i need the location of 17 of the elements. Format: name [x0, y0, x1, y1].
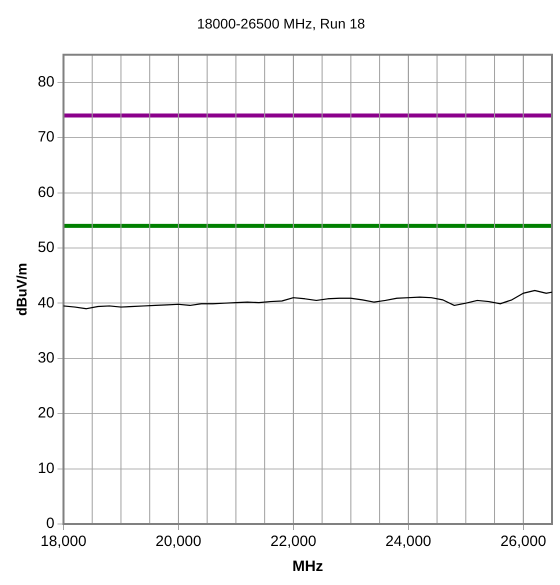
x-tick-label: 20,000	[155, 533, 202, 550]
y-axis-title: dBuV/m	[13, 262, 30, 316]
y-tick-label: 30	[38, 350, 54, 367]
y-tick-label: 0	[46, 515, 54, 532]
y-tick-label: 20	[38, 404, 54, 422]
x-tick-label: 18,000	[40, 533, 86, 550]
y-tick-label: 80	[38, 74, 54, 91]
x-tick-label: 24,000	[385, 533, 432, 550]
y-tick-label: 70	[38, 128, 54, 146]
x-axis-title: MHz	[292, 558, 324, 576]
y-tick-label: 50	[38, 239, 54, 256]
x-tick-label: 26,000	[500, 533, 546, 550]
chart-title: 18000-26500 MHz, Run 18	[196, 15, 366, 32]
y-tick-label: 60	[38, 184, 54, 201]
y-tick-label: 10	[38, 460, 54, 477]
y-tick-label: 40	[38, 294, 54, 312]
x-tick-label: 22,000	[270, 533, 316, 550]
